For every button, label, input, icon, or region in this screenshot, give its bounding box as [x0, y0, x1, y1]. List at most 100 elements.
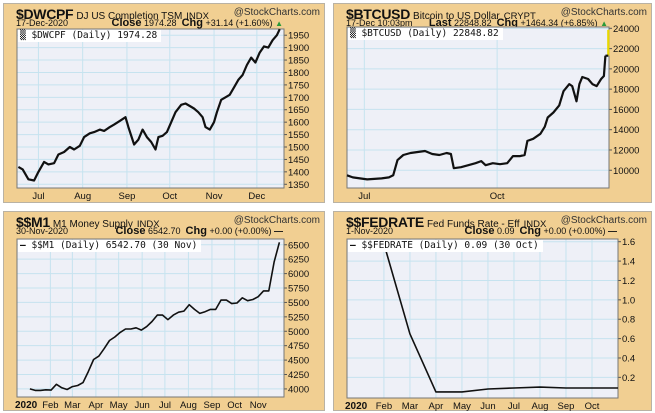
y-tick-label: 1850	[288, 56, 309, 67]
quote-date: 17-Dec-2020	[16, 18, 69, 28]
y-tick-label: 6000	[288, 269, 309, 280]
price-label: Close	[115, 225, 146, 237]
plot-area	[16, 28, 285, 189]
y-tick-label: 5750	[288, 284, 309, 295]
x-tick-label: Jun	[134, 400, 149, 411]
price-value: 6542.70	[147, 226, 181, 236]
change-label: Chg	[181, 17, 203, 29]
plot-area	[346, 26, 610, 189]
quote-date: 1-Nov-2020	[346, 226, 394, 236]
series-line	[17, 28, 281, 182]
x-tick-label: Nov	[250, 400, 267, 411]
y-tick-label: 12000	[613, 145, 639, 156]
x-tick-label: Feb	[42, 400, 58, 411]
change-value: +31.14 (+1.60%)	[205, 18, 273, 28]
x-tick-label: Oct	[585, 401, 600, 412]
brand-watermark: @StockCharts.com	[560, 7, 647, 18]
y-tick-label: 5500	[288, 298, 309, 309]
price-value: 0.09	[496, 226, 515, 236]
y-tick-label: 4750	[288, 341, 309, 352]
chart-legend: ▒ $DWCPF (Daily) 1974.28	[18, 30, 162, 42]
price-value: 1974.28	[144, 18, 177, 28]
y-tick-label: 1700	[288, 93, 309, 104]
change-value: +0.00 (+0.00%)	[543, 226, 606, 236]
exchange: INDX	[186, 11, 209, 22]
chart: 4000 4250 4500 4750 5000 5250 5500 5750 6000 6250…	[15, 238, 309, 411]
y-tick-label: 1600	[288, 118, 309, 129]
chart-panel-fedrate: $$FEDRATE Fed Funds Rate - Eff INDX @Stock…	[333, 211, 652, 412]
y-tick-label: 1900	[288, 43, 309, 54]
brand-watermark: @StockCharts.com	[233, 215, 320, 226]
x-tick-label: Sep	[558, 401, 575, 412]
candlestick-icon: ▒	[20, 30, 32, 41]
x-tick-label: May	[110, 400, 128, 411]
y-tick-label: 0.6	[622, 334, 635, 345]
panel-header: $BTCUSD Bitcoin to US Dollar CRYPT	[346, 6, 643, 22]
y-tick-label: 6500	[288, 240, 309, 251]
chart-legend: — $$M1 (Daily) 6542.70 (30 Nov)	[18, 240, 202, 252]
exchange: CRYPT	[503, 11, 536, 22]
chart-legend: ▒ $BTCUSD (Daily) 22848.82	[348, 28, 503, 40]
x-tick-label: Jun	[480, 401, 495, 412]
chart: 10000 12000 14000 16000 18000 20000 22000 24000…	[346, 24, 639, 202]
chart-legend: — $$FEDRATE (Daily) 0.09 (30 Oct)	[348, 240, 543, 252]
change-label: Chg	[496, 17, 518, 29]
chart-panel-dwcpf: $DWCPF DJ US Completion TSM INDX @StockCha…	[3, 3, 325, 203]
series-line	[29, 242, 281, 392]
quote: Close 0.09 Chg +0.00 (+0.00%) —	[465, 226, 618, 237]
symbol[interactable]: $BTCUSD	[346, 6, 411, 22]
quote-line: 30-Nov-2020 Close 6542.70 Chg +0.00 (+0.…	[16, 226, 283, 237]
change-value: +1464.34 (+6.85%)	[520, 18, 598, 28]
brand-watermark: @StockCharts.com	[233, 7, 320, 18]
x-tick-label: Aug	[180, 400, 197, 411]
price-value: 22848.82	[454, 18, 492, 28]
y-tick-label: 1450	[288, 155, 309, 166]
security-name: M1 Money Supply	[52, 219, 133, 230]
security-name: Fed Funds Rate - Eff	[426, 219, 520, 230]
plot-border	[16, 238, 285, 398]
exchange: INDX	[523, 219, 547, 230]
symbol[interactable]: $$FEDRATE	[346, 214, 424, 230]
x-tick-label: May	[453, 401, 471, 412]
y-tick-label: 1.4	[622, 257, 635, 268]
up-arrow-icon: ▲	[600, 19, 608, 28]
plot-area	[346, 238, 619, 399]
y-tick-label: 18000	[613, 85, 639, 96]
plot-border	[16, 28, 285, 189]
x-tick-label: 2020	[15, 400, 38, 411]
legend-text: $$FEDRATE (Daily) 0.09 (30 Oct)	[361, 240, 539, 251]
series-line	[346, 55, 607, 181]
x-tick-label: Nov	[206, 191, 223, 202]
x-tick-label: Oct	[162, 191, 177, 202]
price-label: Close	[464, 225, 495, 237]
x-tick-label: Apr	[88, 400, 103, 411]
y-tick-label: 5250	[288, 312, 309, 323]
y-tick-label: 22000	[613, 44, 639, 55]
legend-text: $BTCUSD (Daily) 22848.82	[361, 28, 499, 39]
chart-panel-btcusd: $BTCUSD Bitcoin to US Dollar CRYPT @StockC…	[333, 3, 652, 203]
change-label: Chg	[519, 225, 541, 237]
y-tick-label: 0.4	[622, 353, 635, 364]
security-name: Bitcoin to US Dollar	[413, 11, 500, 22]
chart-panel-m1: $$M1 M1 Money Supply INDX @StockCharts.com…	[3, 211, 325, 411]
legend-text: $DWCPF (Daily) 1974.28	[31, 30, 158, 41]
y-tick-label: 0.8	[622, 315, 635, 326]
plot-border	[346, 238, 619, 399]
plot-area	[16, 238, 285, 398]
quote-line: 17-Dec 10:03pm Last 22848.82 Chg +1464.3…	[346, 18, 608, 29]
y-tick-label: 24000	[613, 24, 639, 35]
exchange: INDX	[136, 219, 160, 230]
symbol[interactable]: $DWCPF	[16, 6, 74, 22]
security-name: DJ US Completion TSM	[76, 11, 183, 22]
plot-border	[346, 26, 610, 189]
quote: Close 1974.28 Chg +31.14 (+1.60%) ▲	[112, 18, 283, 29]
panel-header: $$M1 M1 Money Supply INDX	[16, 214, 316, 230]
y-tick-label: 0.2	[622, 373, 635, 384]
symbol[interactable]: $$M1	[16, 214, 50, 230]
y-tick-label: 1550	[288, 130, 309, 141]
line-icon: —	[20, 240, 32, 251]
quote-date: 17-Dec 10:03pm	[346, 18, 413, 28]
y-tick-label: 1.6	[622, 237, 635, 248]
y-tick-label: 1650	[288, 105, 309, 116]
x-tick-label: Aug	[74, 191, 91, 202]
